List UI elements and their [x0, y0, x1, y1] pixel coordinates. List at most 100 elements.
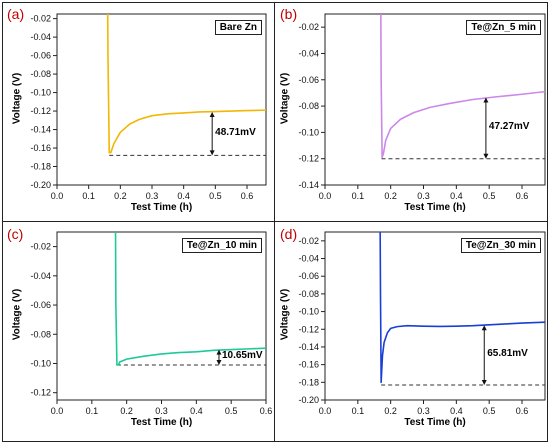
chart-svg: 0.0 0.1 0.2 0.3 0.4 0.5 0.6 -0.02 -0.04 -0.06 -0.0… [298, 13, 546, 201]
y-tick-label: -0.10 [30, 88, 51, 98]
y-tick-label: -0.04 [298, 48, 319, 58]
overpotential-arrow [483, 97, 489, 159]
x-tick-label: 0.0 [319, 191, 332, 201]
x-tick-label: 0.2 [120, 406, 133, 416]
x-axis-label: Test Time (h) [130, 202, 193, 213]
x-tick-label: 0.5 [209, 191, 222, 201]
overpotential-arrow [216, 349, 222, 365]
legend-label: Te@Zn_30 min [460, 238, 541, 253]
x-tick-label: 0.5 [483, 406, 496, 416]
y-tick-label: -0.02 [298, 22, 319, 32]
overpotential-arrow [209, 111, 215, 156]
x-tick-label: 0.0 [51, 191, 64, 201]
y-tick-label: -0.12 [298, 324, 319, 334]
plot-area [56, 13, 267, 186]
chart-panel-1: 0.0 0.1 0.2 0.3 0.4 0.5 0.6 -0.02 -0.04 -0.06 -0.0… [2, 2, 274, 221]
panel-label: (c) [7, 226, 24, 242]
legend-label: Te@Zn_10 min [181, 238, 262, 253]
x-tick-label: 0.1 [82, 191, 95, 201]
overpotential-arrow [481, 325, 487, 385]
legend-label: Te@Zn_5 min [466, 20, 541, 35]
x-tick-label: 0.1 [86, 406, 99, 416]
legend-label: Bare Zn [214, 20, 262, 35]
y-tick-label: -0.16 [298, 360, 319, 370]
y-tick-label: -0.10 [298, 307, 319, 317]
voltage-curve [106, 14, 266, 154]
y-axis-label: Voltage (V) [11, 288, 23, 341]
y-axis-label: Voltage (V) [279, 288, 291, 341]
x-tick-label: 0.1 [352, 406, 365, 416]
x-tick-label: 0.6 [260, 406, 273, 416]
y-tick-label: -0.06 [30, 51, 51, 61]
y-tick-label: -0.12 [298, 154, 319, 164]
y-tick-label: -0.12 [30, 388, 51, 398]
x-tick-label: 0.6 [516, 191, 529, 201]
x-tick-label: 0.3 [417, 191, 430, 201]
chart-svg: 0.0 0.1 0.2 0.3 0.4 0.5 0.6 -0.02 -0.04 -0.06 -0.0… [298, 231, 546, 416]
y-tick-label: -0.02 [298, 236, 319, 246]
x-tick-label: 0.0 [319, 406, 332, 416]
panel-label: (a) [7, 6, 25, 22]
y-tick-label: -0.04 [30, 271, 51, 281]
x-tick-label: 0.2 [114, 191, 127, 201]
chart-panel-3: 0.0 0.1 0.2 0.3 0.4 0.5 0.6 -0.02 -0.04 -0.06 -0.0… [2, 222, 274, 441]
y-tick-label: -0.08 [298, 289, 319, 299]
overpotential-value: 65.81mV [487, 348, 528, 360]
panel-label: (b) [280, 6, 298, 22]
y-axis-label: Voltage (V) [11, 72, 23, 124]
y-tick-label: -0.14 [298, 342, 319, 352]
overpotential-value: 47.27mV [488, 121, 530, 133]
y-tick-label: -0.10 [298, 127, 319, 137]
y-tick-label: -0.06 [30, 300, 51, 310]
y-tick-label: -0.04 [30, 32, 51, 42]
x-tick-label: 0.1 [352, 191, 365, 201]
chart-panel-2: 0.0 0.1 0.2 0.3 0.4 0.5 0.6 -0.02 -0.04 -0.06 -0.0… [275, 2, 547, 221]
y-tick-label: -0.18 [298, 377, 319, 387]
y-tick-label: -0.16 [30, 143, 51, 153]
chart-svg: 0.0 0.1 0.2 0.3 0.4 0.5 0.6 -0.02 -0.04 -0.06 -0.0… [30, 231, 273, 416]
panel-divider-horizontal [2, 221, 548, 222]
x-tick-label: 0.5 [483, 191, 496, 201]
y-tick-label: -0.12 [30, 106, 51, 116]
x-tick-label: 0.4 [177, 191, 190, 201]
x-tick-label: 0.2 [384, 191, 397, 201]
y-axis-label: Voltage (V) [279, 72, 291, 124]
y-tick-label: -0.06 [298, 271, 319, 281]
y-tick-label: -0.20 [298, 395, 319, 405]
x-tick-label: 0.2 [384, 406, 397, 416]
x-axis-label: Test Time (h) [130, 417, 193, 428]
chart-panel-4: 0.0 0.1 0.2 0.3 0.4 0.5 0.6 -0.02 -0.04 -0.06 -0.0… [275, 222, 547, 441]
voltage-curve [380, 14, 545, 159]
y-tick-label: -0.08 [30, 69, 51, 79]
y-tick-label: -0.20 [30, 180, 51, 190]
x-axis-label: Test Time (h) [404, 417, 466, 428]
x-tick-label: 0.6 [241, 191, 254, 201]
overpotential-value: 10.65mV [221, 350, 263, 362]
y-tick-label: -0.08 [30, 329, 51, 339]
plot-area [56, 231, 267, 401]
x-tick-label: 0.4 [190, 406, 203, 416]
x-tick-label: 0.3 [146, 191, 159, 201]
y-tick-label: -0.02 [30, 242, 51, 252]
y-tick-label: -0.02 [30, 14, 51, 24]
chart-svg: 0.0 0.1 0.2 0.3 0.4 0.5 0.6 -0.02 -0.04 -0.06 -0.0… [30, 13, 267, 201]
panel-divider-vertical [274, 2, 275, 442]
x-tick-label: 0.3 [417, 406, 430, 416]
x-tick-label: 0.6 [516, 406, 529, 416]
voltage-curve [379, 232, 545, 384]
y-tick-label: -0.06 [298, 75, 319, 85]
y-tick-label: -0.14 [298, 180, 319, 190]
x-tick-label: 0.4 [450, 406, 463, 416]
x-tick-label: 0.4 [450, 191, 463, 201]
y-tick-label: -0.08 [298, 101, 319, 111]
y-tick-label: -0.04 [298, 254, 319, 264]
x-tick-label: 0.0 [51, 406, 64, 416]
voltage-curve [114, 232, 266, 366]
y-tick-label: -0.10 [30, 358, 51, 368]
x-axis-label: Test Time (h) [404, 202, 466, 213]
panel-label: (d) [280, 226, 298, 242]
y-tick-label: -0.14 [30, 125, 51, 135]
x-tick-label: 0.5 [225, 406, 238, 416]
x-tick-label: 0.3 [155, 406, 168, 416]
